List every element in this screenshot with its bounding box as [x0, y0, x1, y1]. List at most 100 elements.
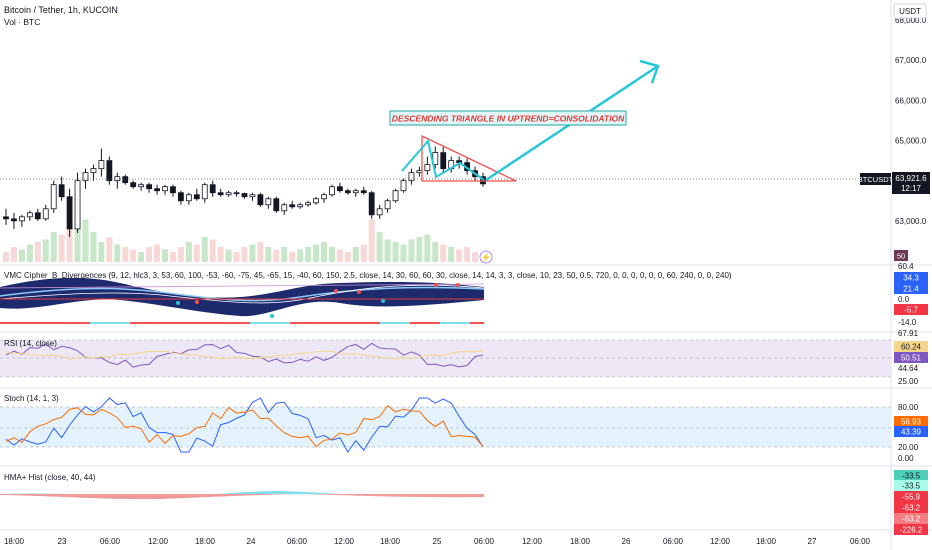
candle[interactable] — [289, 200, 296, 209]
candle[interactable] — [297, 202, 304, 209]
candle[interactable] — [241, 192, 248, 199]
candle[interactable] — [130, 180, 137, 189]
candle[interactable] — [424, 156, 431, 175]
time-tick-label: 06:00 — [474, 537, 495, 546]
candle[interactable] — [34, 208, 41, 221]
candle[interactable] — [114, 172, 121, 189]
candle[interactable] — [249, 192, 256, 201]
candle[interactable] — [106, 156, 113, 185]
volume-bar — [177, 247, 184, 262]
scale-label: 25.00 — [898, 377, 919, 386]
candle[interactable] — [185, 192, 192, 205]
candle[interactable] — [82, 168, 89, 189]
value-badge: 50.51 — [894, 352, 928, 363]
candle[interactable] — [376, 204, 383, 219]
descending-triangle-drawing[interactable] — [401, 134, 517, 182]
volume-bar — [472, 252, 479, 262]
price-axis[interactable]: 68,000.0 67,000.0 66,000.0 65,000.0 63,000.0 — [895, 16, 927, 226]
candle[interactable] — [344, 188, 351, 195]
candle[interactable] — [225, 190, 232, 197]
candle[interactable] — [265, 196, 272, 209]
candle[interactable] — [66, 188, 73, 237]
svg-text:-5.7: -5.7 — [904, 306, 918, 315]
candle[interactable] — [360, 186, 367, 195]
value-badge: 56.93 — [894, 416, 928, 427]
candle[interactable] — [162, 184, 168, 195]
candlesticks[interactable] — [3, 146, 486, 237]
volume-bar — [66, 227, 73, 262]
candle[interactable] — [217, 188, 224, 197]
candle[interactable] — [138, 182, 145, 191]
candle[interactable] — [122, 174, 129, 185]
rsi-ma-line — [5, 350, 484, 360]
svg-text:60.24: 60.24 — [901, 343, 922, 352]
candle[interactable] — [273, 196, 280, 213]
volume-bar — [209, 239, 216, 262]
candle[interactable] — [170, 184, 176, 197]
candle[interactable] — [384, 198, 391, 213]
volume-bar — [138, 252, 145, 262]
volume-bar — [154, 244, 161, 262]
price-tick-label: 66,000.0 — [895, 96, 927, 105]
candle[interactable] — [90, 164, 97, 181]
candle[interactable] — [42, 204, 49, 221]
time-tick-label: 06:00 — [287, 537, 308, 546]
value-badge: -33.5 — [894, 470, 928, 481]
volume-bar — [408, 239, 415, 262]
volume-bar — [336, 249, 343, 262]
candle[interactable] — [281, 202, 288, 215]
candle[interactable] — [58, 176, 65, 201]
hma-title[interactable]: HMA+ Hist (close, 40, 44) — [4, 473, 96, 482]
triangle-annotation[interactable]: DESCENDING TRIANGLE IN UPTREND=CONSOLIDA… — [389, 110, 627, 126]
candle[interactable] — [146, 182, 153, 193]
svg-text:43.39: 43.39 — [901, 428, 922, 437]
value-badge: 34.3 — [894, 272, 928, 283]
vmc-title[interactable]: VMC Cipher_B_Divergences (9, 12, hlc3, 3… — [4, 271, 732, 280]
candle[interactable] — [416, 166, 423, 177]
value-badge: -63.2 — [894, 513, 928, 524]
candle[interactable] — [305, 200, 312, 207]
volume-bar — [90, 232, 97, 262]
stoch-title[interactable]: Stoch (14, 1, 3) — [4, 394, 59, 403]
candle[interactable] — [26, 210, 33, 221]
last-price-ticker-badge: BTCUSDT — [858, 173, 894, 185]
candle[interactable] — [50, 180, 57, 213]
currency-button[interactable]: USDT — [893, 3, 927, 19]
candle[interactable] — [154, 184, 160, 195]
lightning-icon[interactable]: ⚡ — [479, 250, 493, 264]
symbol-title[interactable]: Bitcoin / Tether, 1h, KUCOIN — [4, 5, 118, 15]
candle[interactable] — [193, 188, 200, 201]
candle[interactable] — [368, 190, 375, 219]
candle[interactable] — [11, 212, 17, 229]
candle[interactable] — [321, 192, 327, 203]
candle[interactable] — [440, 146, 447, 173]
candle[interactable] — [233, 190, 240, 197]
candle[interactable] — [18, 214, 25, 227]
time-tick-label: 23 — [58, 537, 67, 546]
candle[interactable] — [201, 182, 208, 203]
scale-label: 67.91 — [898, 329, 919, 338]
candle[interactable] — [313, 196, 319, 205]
vmc-pane[interactable] — [0, 277, 485, 324]
candle[interactable] — [352, 188, 359, 197]
candle[interactable] — [177, 190, 184, 205]
candle[interactable] — [3, 208, 9, 225]
candle[interactable] — [392, 188, 399, 203]
candle[interactable] — [408, 168, 415, 185]
candle[interactable] — [336, 182, 343, 193]
rsi-title[interactable]: RSI (14, close) — [4, 339, 57, 348]
scale-label: 0.00 — [898, 454, 914, 463]
candle[interactable] — [98, 148, 105, 177]
volume-bar — [368, 219, 375, 262]
candle[interactable] — [400, 178, 407, 193]
candle[interactable] — [329, 184, 335, 197]
scale-label: 44.64 — [898, 364, 919, 373]
rsi-scale: 67.91 44.64 25.00 — [898, 329, 919, 386]
volume-bar — [58, 234, 65, 262]
candle[interactable] — [257, 192, 264, 207]
candle[interactable] — [74, 172, 81, 233]
candle[interactable] — [209, 180, 216, 197]
time-axis[interactable]: 18:00 23 06:00 12:00 18:00 24 06:00 12:00 18:00 2… — [4, 537, 871, 546]
volume-bar — [392, 242, 399, 262]
